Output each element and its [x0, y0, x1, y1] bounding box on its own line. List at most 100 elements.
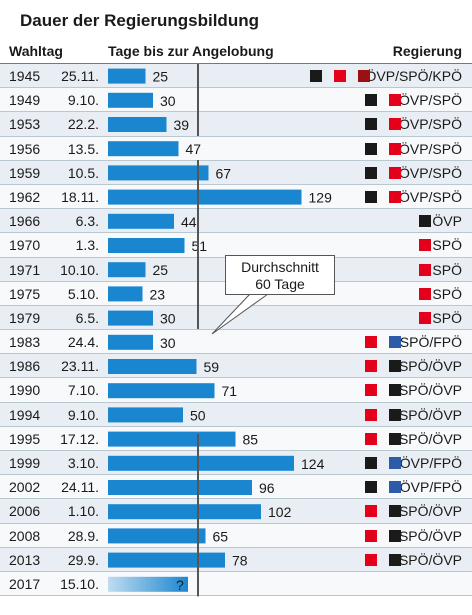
party-color-square [388, 553, 401, 566]
row-date: 10.10. [60, 261, 99, 278]
table-row: 1990 7.10. SPÖ/ÖVP [0, 378, 472, 403]
table-row: 1986 23.11. SPÖ/ÖVP [0, 354, 472, 379]
table-row: 1962 18.11. ÖVP/SPÖ [0, 184, 472, 210]
table-row: 2013 29.9. SPÖ/ÖVP [0, 547, 472, 572]
average-callout: Durchschnitt 60 Tage [225, 255, 335, 295]
row-date: 7.10. [67, 382, 99, 399]
row-government: ÖVP/SPÖ [398, 116, 462, 133]
row-year: 1994 [9, 406, 41, 423]
row-year: 1966 [9, 213, 41, 230]
party-color-square [419, 239, 432, 252]
row-year: 1979 [9, 309, 41, 326]
row-year: 1990 [9, 382, 41, 399]
row-date: 24.11. [61, 479, 99, 496]
chart-title: Dauer der Regierungsbildung [20, 11, 259, 30]
table-row: 1994 9.10. SPÖ/ÖVP [0, 402, 472, 427]
table-row: 2006 1.10. SPÖ/ÖVP [0, 499, 472, 524]
row-year: 1999 [9, 455, 41, 471]
party-color-square [388, 384, 401, 397]
row-year: 1962 [9, 188, 41, 205]
row-year: 1986 [9, 358, 41, 375]
table-row: 1959 10.5. ÖVP/SPÖ [0, 160, 472, 185]
average-callout-line1: Durchschnitt [241, 259, 319, 275]
party-color-square [388, 360, 401, 373]
row-government: SPÖ/ÖVP [398, 503, 462, 520]
column-header-days: Tage bis zur Angelobung [108, 43, 274, 59]
data-rows: 1945 25.11. ÖVP/SPÖ/KPÖ 1949 9.10. ÖVP/SPÖ 195… [0, 64, 472, 597]
party-color-square [364, 166, 377, 179]
row-year: 1983 [9, 334, 41, 351]
row-date: 6.5. [75, 309, 99, 326]
row-government: ÖVP [432, 213, 462, 230]
party-color-square [419, 311, 432, 324]
party-color-square [358, 70, 371, 82]
party-color-square [364, 505, 377, 518]
table-row: 1945 25.11. ÖVP/SPÖ/KPÖ [0, 64, 472, 89]
row-year: 1971 [9, 261, 41, 278]
party-color-square [388, 190, 401, 203]
row-date: 29.9. [67, 551, 99, 568]
party-color-square [364, 118, 377, 131]
party-color-square [364, 336, 377, 349]
row-year: 1945 [9, 68, 41, 84]
row-date: 25.11. [61, 68, 99, 84]
party-color-square [388, 529, 401, 542]
table-row: 1970 1.3. SPÖ [0, 233, 472, 258]
party-color-square [310, 70, 323, 82]
row-date: 15.10. [60, 575, 99, 592]
row-date: 13.5. [67, 140, 99, 157]
party-color-square [364, 360, 377, 373]
row-government: ÖVP/SPÖ [398, 164, 462, 181]
row-government: SPÖ [432, 261, 462, 278]
row-government: ÖVP/SPÖ/KPÖ [365, 68, 462, 84]
party-color-square [364, 408, 377, 421]
table-row: 1966 6.3. ÖVP [0, 209, 472, 234]
party-color-square [364, 432, 377, 445]
table-row: 1979 6.5. SPÖ [0, 305, 472, 331]
row-date: 28.9. [67, 527, 99, 544]
row-government: SPÖ/ÖVP [398, 382, 462, 399]
row-year: 2002 [9, 479, 41, 496]
row-government: SPÖ/ÖVP [398, 527, 462, 544]
row-government: ÖVP/SPÖ [398, 92, 462, 109]
row-year: 1995 [9, 430, 41, 447]
row-government: SPÖ/ÖVP [398, 551, 462, 568]
party-color-square [334, 70, 347, 82]
row-government: ÖVP/FPÖ [399, 455, 462, 471]
table-row: 1956 13.5. ÖVP/SPÖ [0, 136, 472, 161]
row-year: 2006 [9, 503, 41, 520]
column-header-government: Regierung [392, 43, 462, 59]
party-color-square [364, 529, 377, 542]
party-color-square [388, 94, 401, 107]
party-color-square [388, 457, 401, 469]
party-color-square [364, 190, 377, 203]
row-year: 2008 [9, 527, 41, 544]
row-government: SPÖ [432, 309, 462, 326]
table-row: 1953 22.2. ÖVP/SPÖ [0, 112, 472, 137]
row-government: ÖVP/SPÖ [398, 188, 462, 205]
table-row: 1949 9.10. ÖVP/SPÖ [0, 88, 472, 113]
header-divider [0, 63, 472, 64]
party-color-square [419, 263, 432, 276]
row-year: 2017 [9, 575, 41, 592]
table-row: 1995 17.12. SPÖ/ÖVP [0, 426, 472, 451]
row-date: 3.10. [67, 455, 99, 471]
row-date: 5.10. [67, 285, 99, 302]
row-date: 1.10. [67, 503, 99, 520]
party-color-square [419, 215, 432, 228]
party-color-square [364, 384, 377, 397]
table-row: 2008 28.9. SPÖ/ÖVP [0, 523, 472, 548]
row-date: 6.3. [75, 213, 99, 230]
average-callout-line2: 60 Tage [255, 276, 305, 292]
row-government: SPÖ/ÖVP [398, 406, 462, 423]
row-government: SPÖ/FPÖ [399, 334, 462, 351]
party-color-square [388, 505, 401, 518]
row-government: ÖVP/FPÖ [399, 479, 462, 496]
row-government: SPÖ [432, 285, 462, 302]
row-year: 1953 [9, 116, 41, 133]
row-date: 9.10. [67, 92, 99, 109]
table-row: 2017 15.10. [0, 571, 472, 597]
row-year: 1956 [9, 140, 41, 157]
row-year: 1975 [9, 285, 41, 302]
